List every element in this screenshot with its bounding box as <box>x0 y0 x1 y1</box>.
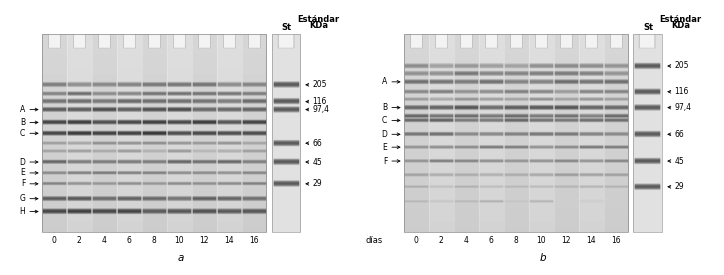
Text: 2: 2 <box>439 236 443 245</box>
Text: A: A <box>382 77 387 86</box>
Text: 97,4: 97,4 <box>313 105 329 114</box>
Text: 12: 12 <box>561 236 571 245</box>
Text: Estándar: Estándar <box>660 15 702 24</box>
Text: F: F <box>21 179 25 188</box>
Text: KDa: KDa <box>671 21 690 30</box>
Text: B: B <box>382 103 387 112</box>
Text: 14: 14 <box>224 236 233 245</box>
Bar <box>404 34 628 232</box>
Text: St: St <box>281 23 291 32</box>
Text: F: F <box>383 156 387 166</box>
Text: 8: 8 <box>513 236 518 245</box>
Text: 6: 6 <box>127 236 131 245</box>
Text: 6: 6 <box>489 236 493 245</box>
Text: 66: 66 <box>313 139 322 148</box>
Text: 45: 45 <box>313 158 322 167</box>
Text: 116: 116 <box>313 97 327 106</box>
Text: 205: 205 <box>674 62 689 70</box>
Text: H: H <box>20 207 25 216</box>
Text: 116: 116 <box>674 87 689 96</box>
Text: B: B <box>20 118 25 127</box>
Text: 4: 4 <box>463 236 468 245</box>
Text: E: E <box>382 143 387 152</box>
Text: G: G <box>20 194 25 203</box>
Text: C: C <box>382 116 387 125</box>
Text: E: E <box>20 168 25 177</box>
Text: 4: 4 <box>101 236 106 245</box>
Text: 29: 29 <box>313 179 322 188</box>
Text: a: a <box>178 254 184 263</box>
Bar <box>272 34 300 232</box>
Text: 2: 2 <box>77 236 81 245</box>
Text: b: b <box>539 254 547 263</box>
Text: 8: 8 <box>151 236 156 245</box>
Text: 12: 12 <box>199 236 209 245</box>
Bar <box>42 34 266 232</box>
Text: C: C <box>20 129 25 138</box>
Text: 0: 0 <box>413 236 418 245</box>
Text: 66: 66 <box>674 130 684 139</box>
Text: 14: 14 <box>586 236 595 245</box>
Text: 16: 16 <box>611 236 620 245</box>
Text: D: D <box>20 158 25 167</box>
Text: 10: 10 <box>536 236 546 245</box>
Text: A: A <box>20 105 25 114</box>
Text: D: D <box>382 130 387 139</box>
Text: 0: 0 <box>51 236 56 245</box>
Text: 97,4: 97,4 <box>674 103 691 112</box>
Text: 16: 16 <box>249 236 258 245</box>
Text: 29: 29 <box>674 182 684 191</box>
Text: 205: 205 <box>313 80 327 89</box>
Text: días: días <box>366 236 383 245</box>
Bar <box>634 34 662 232</box>
Text: Estándar: Estándar <box>298 15 340 24</box>
Text: 10: 10 <box>174 236 184 245</box>
Text: 45: 45 <box>674 156 684 166</box>
Text: KDa: KDa <box>309 21 328 30</box>
Text: St: St <box>643 23 653 32</box>
